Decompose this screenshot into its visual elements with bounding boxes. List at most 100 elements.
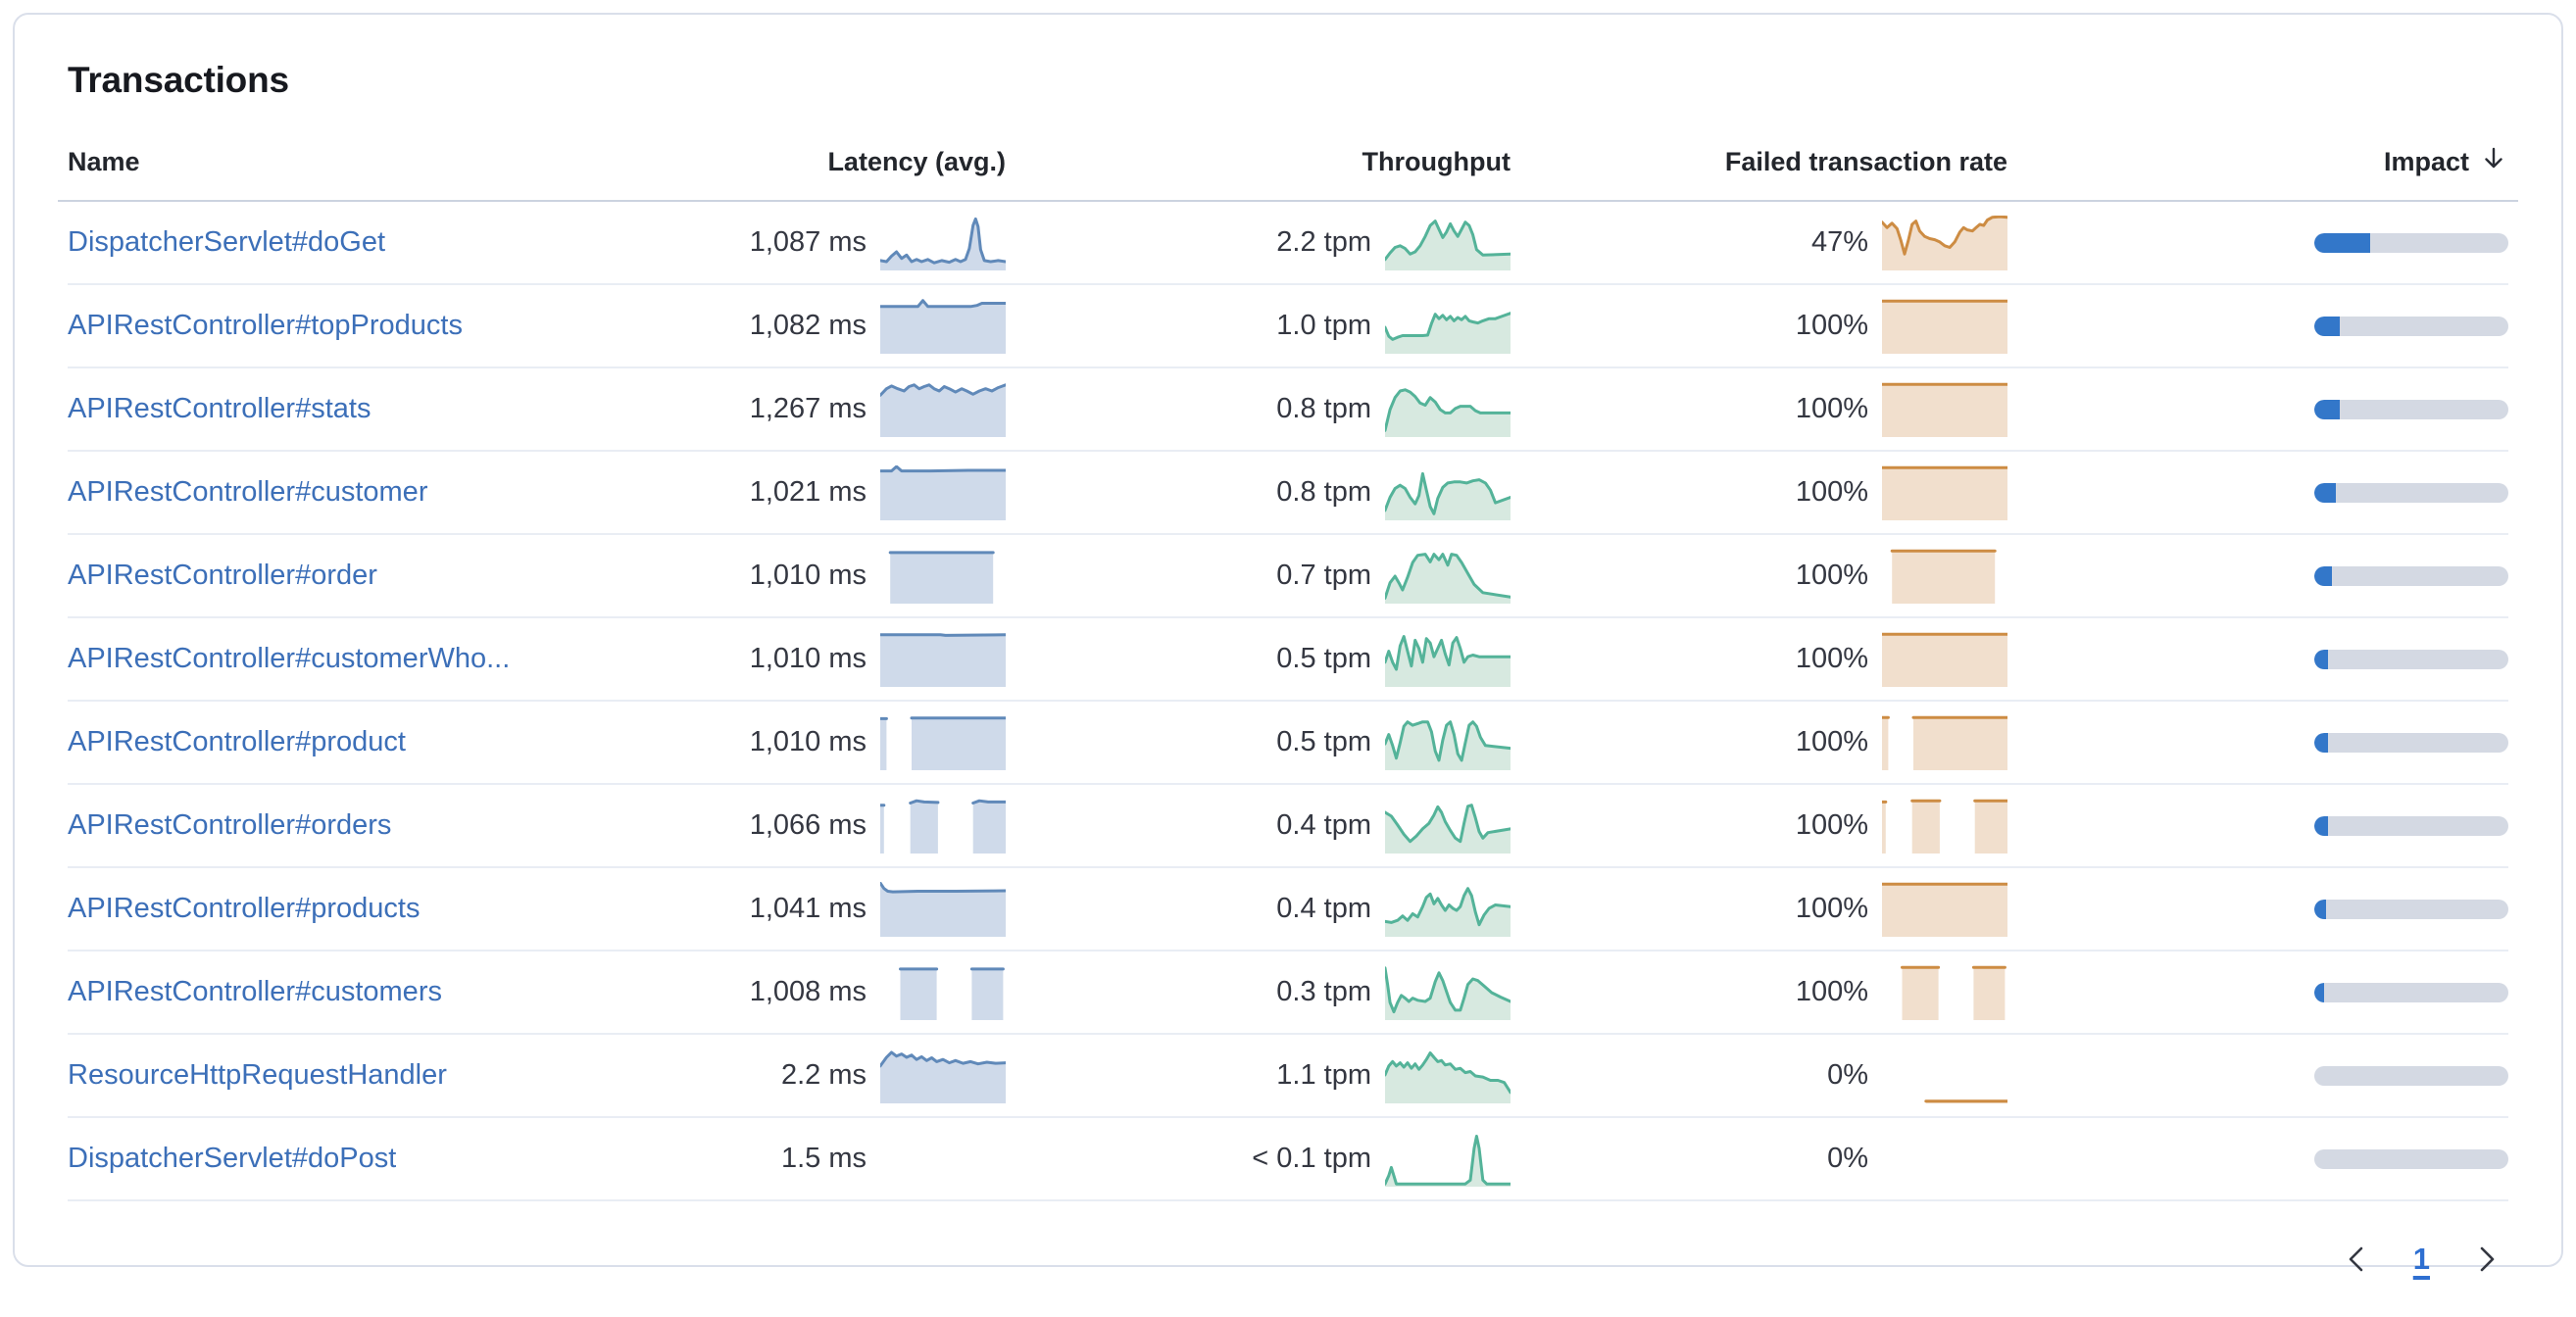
throughput-cell: < 0.1 tpm bbox=[1006, 1132, 1511, 1187]
impact-bar-fill bbox=[2314, 565, 2332, 586]
transaction-link[interactable]: APIRestController#customer bbox=[68, 476, 428, 508]
throughput-sparkline bbox=[1385, 799, 1511, 854]
impact-bar-fill bbox=[2314, 232, 2371, 253]
impact-cell bbox=[2007, 815, 2508, 836]
transaction-link[interactable]: APIRestController#customers bbox=[68, 976, 442, 1007]
latency-cell: 1,082 ms bbox=[663, 298, 1006, 354]
previous-page-button[interactable] bbox=[2341, 1243, 2374, 1276]
failed-rate-value: 100% bbox=[1795, 560, 1868, 591]
latency-value: 1.5 ms bbox=[780, 1143, 867, 1174]
column-header-impact[interactable]: Impact bbox=[2007, 144, 2508, 180]
transaction-link[interactable]: APIRestController#order bbox=[68, 560, 377, 591]
impact-bar bbox=[2314, 899, 2508, 919]
transaction-name-cell: ResourceHttpRequestHandler bbox=[68, 1059, 663, 1092]
transaction-link[interactable]: APIRestController#customerWho... bbox=[68, 643, 511, 674]
throughput-value: 0.3 tpm bbox=[1276, 976, 1371, 1007]
chevron-right-icon bbox=[2480, 1246, 2495, 1272]
transaction-link[interactable]: APIRestController#orders bbox=[68, 809, 392, 841]
throughput-sparkline bbox=[1385, 382, 1511, 437]
failed-rate-sparkline bbox=[1882, 632, 2007, 687]
failed-rate-sparkline bbox=[1882, 1132, 2007, 1187]
transaction-link[interactable]: ResourceHttpRequestHandler bbox=[68, 1059, 447, 1091]
failed-rate-cell: 100% bbox=[1511, 382, 2007, 437]
impact-bar bbox=[2314, 815, 2508, 836]
impact-cell bbox=[2007, 565, 2508, 586]
latency-value: 1,082 ms bbox=[749, 310, 867, 341]
column-header-failed-rate[interactable]: Failed transaction rate bbox=[1724, 147, 2007, 176]
transaction-link[interactable]: APIRestController#product bbox=[68, 726, 406, 757]
failed-rate-cell: 47% bbox=[1511, 215, 2007, 270]
transaction-link[interactable]: APIRestController#topProducts bbox=[68, 310, 463, 341]
impact-bar-fill bbox=[2314, 732, 2328, 753]
table-row: APIRestController#order 1,010 ms 0.7 tpm 10… bbox=[68, 535, 2508, 618]
failed-rate-value: 0% bbox=[1827, 1059, 1868, 1091]
failed-rate-sparkline bbox=[1882, 1049, 2007, 1103]
impact-bar-fill bbox=[2314, 899, 2326, 919]
impact-cell bbox=[2007, 1065, 2508, 1086]
latency-sparkline bbox=[880, 881, 1006, 937]
panel-title: Transactions bbox=[68, 60, 289, 100]
impact-bar-fill bbox=[2314, 649, 2328, 669]
latency-cell: 1,041 ms bbox=[663, 881, 1006, 937]
table-row: ResourceHttpRequestHandler 2.2 ms 1.1 tpm 0… bbox=[68, 1035, 2508, 1118]
impact-bar bbox=[2314, 1065, 2508, 1086]
transaction-link[interactable]: DispatcherServlet#doPost bbox=[68, 1143, 397, 1174]
transaction-link[interactable]: APIRestController#products bbox=[68, 893, 421, 924]
impact-bar bbox=[2314, 982, 2508, 1002]
pagination: 1 bbox=[58, 1201, 2518, 1317]
impact-bar bbox=[2314, 649, 2508, 669]
column-header-name[interactable]: Name bbox=[68, 147, 140, 176]
latency-sparkline bbox=[880, 298, 1006, 354]
latency-sparkline bbox=[880, 549, 1006, 604]
failed-rate-value: 100% bbox=[1795, 310, 1868, 341]
failed-rate-value: 100% bbox=[1795, 476, 1868, 508]
throughput-sparkline bbox=[1385, 1049, 1511, 1103]
throughput-value: 0.8 tpm bbox=[1276, 393, 1371, 424]
table-row: APIRestController#customers 1,008 ms 0.3 t… bbox=[68, 951, 2508, 1035]
page-number-1[interactable]: 1 bbox=[2412, 1242, 2430, 1276]
throughput-value: 1.1 tpm bbox=[1276, 1059, 1371, 1091]
failed-rate-sparkline bbox=[1882, 799, 2007, 854]
transaction-name-cell: APIRestController#products bbox=[68, 893, 663, 925]
failed-rate-cell: 100% bbox=[1511, 882, 2007, 937]
throughput-value: 0.4 tpm bbox=[1276, 809, 1371, 841]
failed-rate-value: 100% bbox=[1795, 393, 1868, 424]
latency-sparkline bbox=[880, 715, 1006, 770]
throughput-cell: 0.5 tpm bbox=[1006, 632, 1511, 687]
impact-cell bbox=[2007, 1148, 2508, 1169]
impact-bar bbox=[2314, 399, 2508, 419]
failed-rate-value: 100% bbox=[1795, 643, 1868, 674]
failed-rate-value: 0% bbox=[1827, 1143, 1868, 1174]
transaction-link[interactable]: APIRestController#stats bbox=[68, 393, 372, 424]
failed-rate-value: 100% bbox=[1795, 976, 1868, 1007]
throughput-cell: 0.8 tpm bbox=[1006, 465, 1511, 520]
transaction-link[interactable]: DispatcherServlet#doGet bbox=[68, 226, 385, 258]
table-row: DispatcherServlet#doGet 1,087 ms 2.2 tpm 47… bbox=[68, 202, 2508, 285]
latency-cell: 1,010 ms bbox=[663, 632, 1006, 687]
throughput-cell: 2.2 tpm bbox=[1006, 216, 1511, 270]
failed-rate-cell: 100% bbox=[1511, 799, 2007, 854]
table-header-row: Name Latency (avg.) Throughput Failed tr… bbox=[58, 138, 2518, 202]
failed-rate-cell: 0% bbox=[1511, 1132, 2007, 1187]
throughput-cell: 0.4 tpm bbox=[1006, 882, 1511, 937]
throughput-value: 0.8 tpm bbox=[1276, 476, 1371, 508]
table-row: DispatcherServlet#doPost 1.5 ms < 0.1 tpm 0… bbox=[68, 1118, 2508, 1201]
throughput-cell: 0.5 tpm bbox=[1006, 715, 1511, 770]
transaction-name-cell: DispatcherServlet#doPost bbox=[68, 1143, 663, 1175]
latency-cell: 2.2 ms bbox=[663, 1049, 1006, 1103]
impact-cell bbox=[2007, 399, 2508, 419]
throughput-value: 0.7 tpm bbox=[1276, 560, 1371, 591]
impact-bar bbox=[2314, 232, 2508, 253]
failed-rate-cell: 100% bbox=[1511, 465, 2007, 520]
table-body: DispatcherServlet#doGet 1,087 ms 2.2 tpm 47… bbox=[68, 202, 2508, 1201]
table-row: APIRestController#products 1,041 ms 0.4 tp… bbox=[68, 868, 2508, 951]
throughput-cell: 0.8 tpm bbox=[1006, 382, 1511, 437]
latency-cell: 1,021 ms bbox=[663, 464, 1006, 520]
throughput-value: 0.5 tpm bbox=[1276, 726, 1371, 757]
table-row: APIRestController#stats 1,267 ms 0.8 tpm 10… bbox=[68, 368, 2508, 452]
latency-value: 1,041 ms bbox=[749, 893, 867, 924]
column-header-latency[interactable]: Latency (avg.) bbox=[827, 147, 1006, 176]
column-header-throughput[interactable]: Throughput bbox=[1362, 147, 1511, 176]
next-page-button[interactable] bbox=[2469, 1243, 2502, 1276]
latency-sparkline bbox=[880, 632, 1006, 687]
